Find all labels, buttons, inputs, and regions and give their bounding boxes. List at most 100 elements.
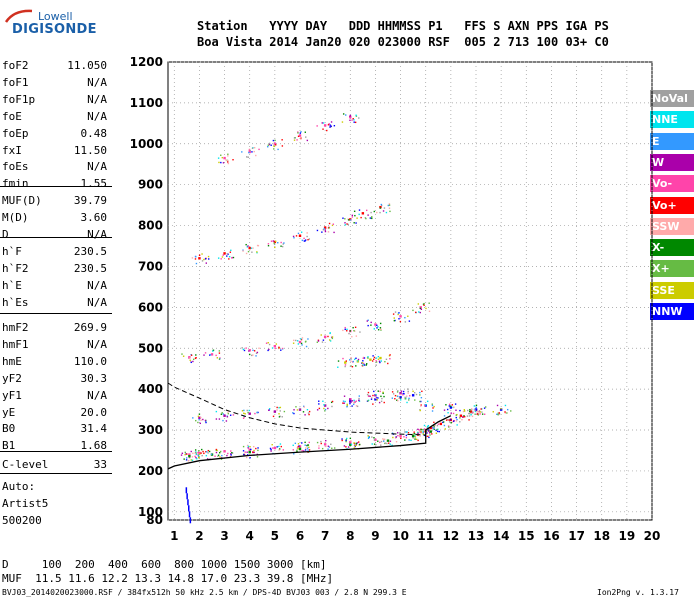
echo-speckle <box>222 162 225 164</box>
echo-speckle <box>397 434 399 437</box>
echo-speckle <box>245 347 247 349</box>
echo-speckle <box>426 432 428 434</box>
echo-speckle <box>184 451 186 454</box>
x-tick-label: 13 <box>468 529 485 543</box>
echo-speckle <box>446 408 449 411</box>
legend-item-vo: Vo+ <box>650 196 694 214</box>
echo-speckle <box>484 406 487 408</box>
echo-speckle <box>451 404 454 406</box>
echo-speckle <box>455 414 457 416</box>
echo-speckle <box>447 419 449 421</box>
echo-speckle <box>351 400 354 402</box>
echo-speckle <box>279 406 282 409</box>
echo-speckle <box>227 153 229 155</box>
echo-speckle <box>379 441 381 444</box>
echo-speckle <box>355 442 357 445</box>
echo-speckle <box>477 411 479 413</box>
echo-speckle <box>272 240 275 242</box>
echo-speckle <box>396 391 399 393</box>
echo-speckle <box>377 358 380 360</box>
echo-speckle <box>462 410 465 413</box>
echo-speckle <box>341 438 343 440</box>
x-tick-label: 15 <box>518 529 535 543</box>
echo-speckle <box>242 450 245 452</box>
echo-speckle <box>443 424 446 427</box>
echo-speckle <box>437 428 439 431</box>
echo-speckle <box>202 418 204 421</box>
footer-muf-line: MUF 11.5 11.6 12.2 13.3 14.8 17.0 23.3 3… <box>2 572 334 585</box>
echo-speckle <box>375 444 377 446</box>
echo-speckle <box>365 217 367 220</box>
param-value: 11.50 <box>73 143 107 157</box>
echo-speckle <box>220 258 222 260</box>
low-freq-echo <box>188 511 191 518</box>
echo-speckle <box>413 431 415 433</box>
echo-speckle <box>278 449 280 451</box>
echo-speckle <box>191 257 194 259</box>
echo-speckle <box>379 361 381 364</box>
echo-speckle <box>270 448 272 451</box>
logo-brand: Lowell <box>38 10 73 23</box>
echo-speckle <box>194 258 197 260</box>
echo-speckle <box>497 414 499 416</box>
echo-speckle <box>481 413 484 415</box>
echo-speckle <box>320 442 322 445</box>
echo-speckle <box>247 411 249 414</box>
note-code: 500200 <box>2 514 42 527</box>
echo-speckle <box>317 340 320 342</box>
echo-speckle <box>246 246 248 248</box>
echo-point <box>323 335 327 338</box>
echo-speckle <box>402 390 405 393</box>
echo-speckle <box>247 445 250 448</box>
echo-speckle <box>377 355 380 358</box>
echo-speckle <box>243 412 245 414</box>
note-auto: Auto: <box>2 480 36 493</box>
echo-speckle <box>252 349 254 352</box>
echo-speckle <box>328 222 331 225</box>
echo-speckle <box>274 447 277 450</box>
echo-speckle <box>281 139 283 141</box>
echo-speckle <box>307 338 309 340</box>
echo-speckle <box>383 207 386 209</box>
echo-point <box>349 441 352 444</box>
echo-speckle <box>297 135 300 138</box>
y-tick-label: 200 <box>138 464 163 478</box>
echo-speckle <box>419 307 422 310</box>
echo-speckle <box>423 429 425 432</box>
echo-speckle <box>257 447 259 449</box>
echo-point <box>323 443 327 446</box>
echo-speckle <box>251 147 254 150</box>
echo-speckle <box>351 119 353 121</box>
echo-speckle <box>369 395 371 397</box>
echo-speckle <box>275 343 278 345</box>
echo-speckle <box>199 422 201 425</box>
echo-speckle <box>308 238 311 240</box>
echo-speckle <box>352 360 354 363</box>
echo-speckle <box>293 339 295 342</box>
echo-speckle <box>204 352 207 354</box>
echo-speckle <box>330 443 332 445</box>
echo-speckle <box>367 356 369 358</box>
echo-speckle <box>244 413 246 415</box>
echo-speckle <box>405 436 408 439</box>
echo-point <box>399 392 402 395</box>
panel-separator <box>0 473 112 474</box>
param-row: h`F 230.5 <box>2 245 107 261</box>
param-value: N/A <box>87 92 107 106</box>
echo-speckle <box>187 460 190 462</box>
echo-speckle <box>420 404 422 406</box>
echo-speckle <box>304 441 306 444</box>
echo-speckle <box>350 401 352 403</box>
echo-speckle <box>200 416 202 419</box>
echo-point <box>248 246 251 250</box>
param-row: h`E N/A <box>2 279 107 295</box>
echo-speckle <box>504 412 507 414</box>
param-row: foE N/A <box>2 110 107 126</box>
echo-speckle <box>497 412 499 414</box>
echo-speckle <box>301 239 304 242</box>
echo-speckle <box>274 139 276 142</box>
echo-speckle <box>362 364 364 366</box>
echo-speckle <box>200 452 202 454</box>
echo-speckle <box>361 362 363 364</box>
param-row: foEs N/A <box>2 160 107 176</box>
